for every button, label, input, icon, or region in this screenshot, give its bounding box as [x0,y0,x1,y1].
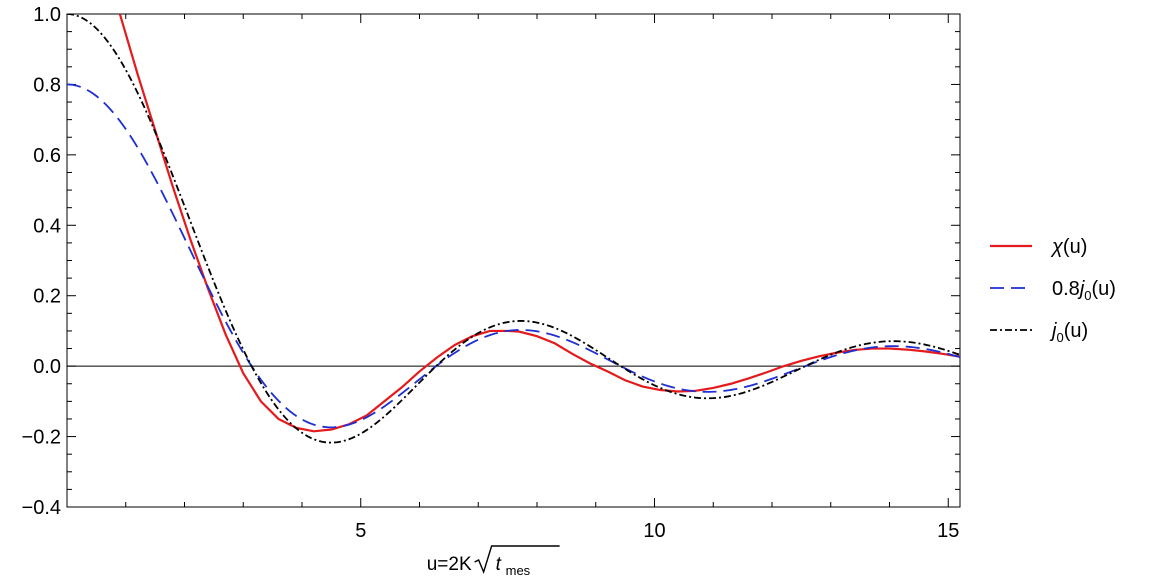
legend-label-var: j [1049,320,1057,342]
x-axis-label-sub: mes [506,563,531,578]
series-line-1 [67,83,960,429]
tick-labels: 5 10 15 −0.4 −0.2 0.0 0.2 0.4 0.6 0.8 1.0 [22,4,960,542]
legend-label-var: χ [1050,236,1064,258]
legend-label-pre: 0.8 [1052,278,1080,300]
x-axis-label-var: t [496,554,502,575]
x-tick-label: 15 [937,520,959,542]
axis-ticks [67,13,960,508]
legend-label-1: 0.8j0(u) [1052,278,1116,303]
plot-frame [66,13,961,508]
legend: χ(u)0.8j0(u)j0(u) [990,236,1116,345]
y-tick-label: 1.0 [33,4,61,26]
y-tick-label: 0.0 [33,356,61,378]
series-lines [67,14,960,444]
series-line-2 [67,14,960,444]
y-tick-label: −0.4 [22,497,61,519]
y-tick-label: 0.6 [33,145,61,167]
y-tick-label: −0.2 [22,427,61,449]
x-axis-title: u=2K t mes [427,545,560,578]
legend-label-sub: 0 [1056,330,1063,345]
legend-label-post: (u) [1064,320,1088,342]
legend-label-0: χ(u) [1050,236,1087,258]
sqrt-symbol [474,545,560,575]
y-tick-label: 0.4 [33,215,61,237]
legend-label-var: j [1077,278,1085,300]
plot-border [66,13,961,508]
x-tick-label: 5 [355,520,366,542]
series-line-0 [118,14,960,433]
legend-label-post: (u) [1092,278,1116,300]
legend-label-sub: 0 [1084,288,1091,303]
legend-label-2: j0(u) [1049,320,1088,345]
legend-label-post: (u) [1063,236,1087,258]
y-tick-label: 0.8 [33,74,61,96]
x-tick-label: 10 [643,520,665,542]
x-axis-label-prefix: u=2K [427,554,472,575]
y-tick-label: 0.2 [33,286,61,308]
